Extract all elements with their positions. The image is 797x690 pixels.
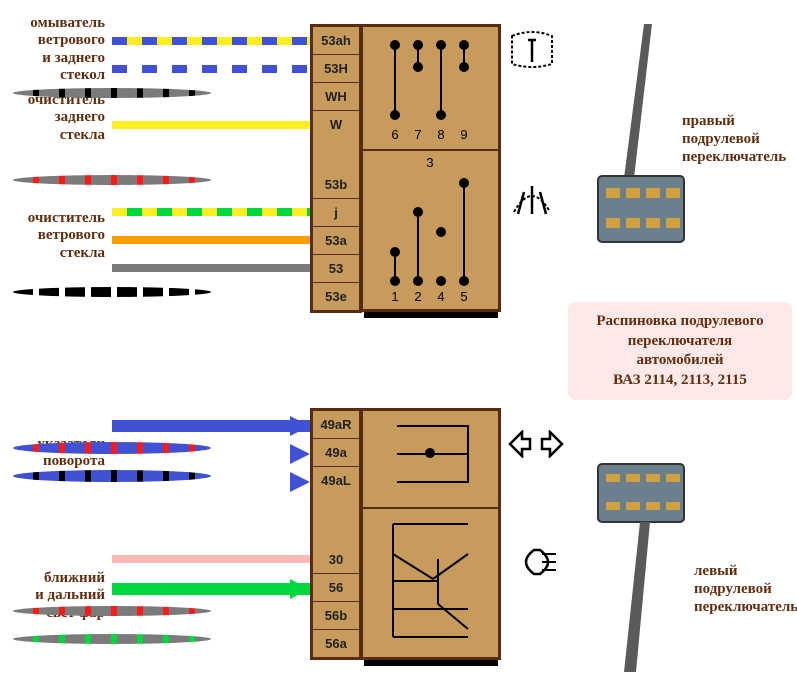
num-7: 7	[414, 127, 421, 142]
wire-arrowhead	[290, 579, 310, 599]
num-2: 2	[414, 289, 421, 304]
pin-53H: 53H	[313, 55, 359, 83]
wire	[112, 121, 310, 129]
wire	[112, 37, 310, 45]
pin-W: W	[313, 111, 359, 138]
front-wiper-icon	[510, 178, 554, 218]
pin-56a: 56a	[313, 630, 359, 657]
pin-49a: 49a	[313, 439, 359, 467]
pin-53: 53	[313, 255, 359, 283]
wire	[112, 264, 310, 272]
headlight-icon	[516, 548, 558, 576]
pin-53e: 53e	[313, 283, 359, 310]
pin-53a: 53a	[313, 227, 359, 255]
wire	[112, 65, 310, 73]
wire	[112, 555, 310, 563]
diagram-bot	[360, 408, 501, 660]
wire	[13, 634, 211, 644]
diagram-top: 6 7 8 9 3 1 2 4 5	[360, 24, 501, 312]
shadow-top	[364, 312, 498, 318]
left-stalk-icon	[580, 460, 710, 680]
num-5: 5	[460, 289, 467, 304]
pin-53b: 53b	[313, 171, 359, 199]
pin-53ah: 53ah	[313, 27, 359, 55]
num-8: 8	[437, 127, 444, 142]
wire-arrowhead	[290, 472, 310, 492]
turn-arrows-icon	[508, 430, 564, 458]
wire-arrowhead	[290, 444, 310, 464]
wire	[13, 442, 211, 454]
wire	[13, 88, 211, 98]
connector-bot-pins: 49aR49a49aL 305656b56a	[310, 408, 362, 660]
label-rear-wiper: очистительзаднегостекла	[0, 92, 105, 144]
wire	[13, 287, 211, 297]
wire	[112, 208, 310, 216]
wire	[13, 606, 211, 616]
num-4: 4	[437, 289, 444, 304]
wire	[112, 236, 310, 244]
wire	[13, 470, 211, 482]
num-3: 3	[426, 155, 433, 170]
pin-49aL: 49aL	[313, 467, 359, 494]
wire	[13, 175, 211, 185]
label-washer: омывательветровогои заднегостекол	[0, 15, 105, 84]
num-1: 1	[391, 289, 398, 304]
pin-WH: WH	[313, 83, 359, 111]
wire-arrowhead	[290, 416, 310, 436]
num-6: 6	[391, 127, 398, 142]
num-9: 9	[460, 127, 467, 142]
info-box: Распиновка подрулевогопереключателяавтом…	[568, 302, 792, 400]
rear-wiper-icon	[510, 30, 554, 68]
pin-56: 56	[313, 574, 359, 602]
pin-j: j	[313, 199, 359, 227]
label-right-stalk: правыйподрулевойпереключатель	[682, 112, 786, 166]
pin-30: 30	[313, 546, 359, 574]
shadow-bot	[364, 660, 498, 666]
label-left-stalk: левыйподрулевойпереключатель	[694, 562, 797, 616]
connector-top-pins: 53ah53HWHW 53bj53a5353e	[310, 24, 362, 313]
wire	[112, 583, 310, 595]
wire	[112, 420, 310, 432]
label-front-wiper: очистительветровогостекла	[0, 210, 105, 262]
pin-49aR: 49aR	[313, 411, 359, 439]
pin-56b: 56b	[313, 602, 359, 630]
